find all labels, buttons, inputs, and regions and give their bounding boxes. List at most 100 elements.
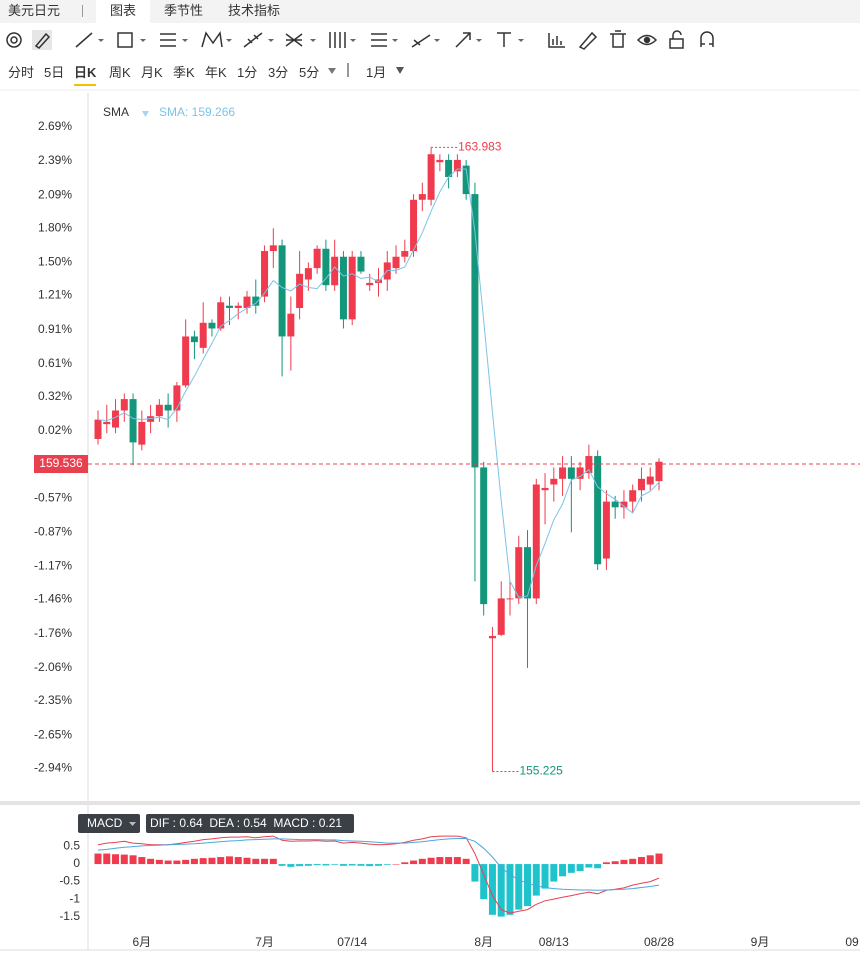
y-tick-label: 0.5 — [63, 839, 80, 853]
y-tick-label: -1 — [69, 891, 80, 905]
macd-bar — [445, 857, 453, 865]
candle-body — [629, 490, 637, 502]
tool-icon[interactable] — [578, 31, 598, 50]
tool-icon[interactable] — [75, 32, 104, 48]
y-tick-label: -2.65% — [34, 727, 72, 741]
annotation-label: 155.225 — [519, 764, 563, 778]
candle-body — [120, 399, 128, 411]
macd-bar — [629, 858, 637, 865]
candle-body — [427, 154, 435, 200]
macd-bar — [594, 864, 602, 869]
period-option[interactable]: 5日 — [44, 65, 65, 80]
candle-body — [559, 467, 567, 479]
candle-body — [550, 478, 558, 485]
candle-body — [208, 322, 216, 329]
candle-body — [322, 248, 330, 286]
tool-icon[interactable] — [455, 32, 482, 48]
y-tick-label: 2.09% — [38, 187, 72, 201]
period-bar: 分时 5日 日K 周K 月K 季K 年K 1分 3分 5分 1月 — [0, 58, 860, 86]
y-tick-label: -2.06% — [34, 660, 72, 674]
indicator-select — [78, 814, 140, 833]
tab[interactable]: 技术指标 — [228, 3, 281, 18]
indicator-label: SMA — [103, 105, 129, 119]
macd-bar — [348, 864, 356, 866]
macd-bar — [296, 864, 304, 867]
range-select[interactable]: 1月 — [366, 65, 387, 80]
candle-body — [304, 268, 312, 280]
y-tick-label: -0.57% — [34, 490, 72, 504]
dropdown-arrow — [129, 822, 136, 826]
macd-bar — [524, 864, 532, 907]
macd-bar — [532, 864, 540, 896]
tool-icon[interactable] — [636, 34, 658, 46]
y-tick-label: -1.46% — [34, 592, 72, 606]
period-option[interactable]: 年K — [205, 65, 227, 80]
y-tick-label: -0.87% — [34, 525, 72, 539]
tool-icon[interactable] — [160, 33, 188, 47]
y-tick-label: 0.32% — [38, 389, 72, 403]
period-option[interactable]: 3分 — [268, 65, 289, 80]
y-tick-label: 0 — [73, 856, 80, 870]
macd-bar — [225, 856, 233, 865]
tab[interactable]: 图表 — [96, 0, 151, 23]
y-tick-label: 0.61% — [38, 356, 72, 370]
period-option[interactable]: 分时 — [8, 65, 35, 80]
macd-bar — [436, 857, 444, 865]
legend-box — [146, 814, 354, 833]
candle-body — [182, 336, 190, 386]
tool-icon[interactable] — [243, 32, 274, 48]
tool-icon[interactable] — [285, 33, 316, 47]
y-tick-label: -2.94% — [34, 760, 72, 774]
tool-icon[interactable] — [610, 30, 626, 48]
y-tick-label: 1.21% — [38, 288, 72, 302]
y-tick-label: 1.50% — [38, 255, 72, 269]
candle-body — [567, 467, 575, 479]
period-option[interactable]: 季K — [173, 65, 195, 80]
candle-body — [103, 421, 111, 425]
tool-icon[interactable] — [548, 33, 565, 48]
period-option[interactable]: 5分 — [299, 65, 320, 80]
tool-icon[interactable] — [669, 30, 684, 49]
macd-bar — [129, 855, 137, 865]
candle-body — [410, 199, 418, 252]
candle-body — [611, 501, 619, 508]
tab[interactable]: 季节性 — [164, 3, 204, 18]
candle-body — [506, 598, 514, 600]
period-option[interactable]: 1分 — [237, 65, 258, 80]
macd-legend: DIF : 0.64 DEA : 0.54 MACD : 0.21 — [150, 816, 342, 830]
y-tick-label: 2.39% — [38, 153, 72, 167]
macd-bar — [471, 864, 479, 882]
tool-icon[interactable] — [497, 32, 524, 47]
dif-line — [97, 835, 660, 914]
macd-bar — [287, 864, 295, 867]
tool-icon[interactable] — [6, 32, 22, 48]
candle-body — [287, 313, 295, 337]
macd-bar — [199, 858, 207, 865]
macd-bar — [269, 858, 277, 865]
macd-bar — [611, 861, 619, 865]
candle-body — [147, 416, 155, 422]
tool-icon[interactable] — [201, 31, 232, 48]
x-tick-label: 08/13 — [539, 935, 569, 949]
tool-icon[interactable] — [32, 30, 52, 50]
dea-line — [97, 838, 660, 891]
candle-body — [366, 282, 374, 286]
tool-icon[interactable] — [117, 32, 146, 48]
toolbar — [6, 30, 714, 50]
candle-body — [129, 399, 137, 443]
period-option[interactable]: 月K — [141, 65, 163, 80]
macd-bar — [112, 854, 120, 865]
candle-body — [497, 598, 505, 635]
candle-body — [217, 302, 225, 329]
x-tick-label: 8月 — [474, 935, 493, 949]
macd-bar — [322, 864, 330, 866]
period-option[interactable]: 日K — [74, 62, 97, 86]
tool-icon[interactable] — [411, 34, 440, 48]
tool-icon[interactable] — [329, 32, 356, 48]
tool-icon[interactable] — [371, 33, 398, 47]
y-tick-label: 2.69% — [38, 119, 72, 133]
macd-bar — [147, 858, 155, 865]
candle-body — [480, 467, 488, 605]
period-option[interactable]: 周K — [109, 65, 131, 80]
tool-icon[interactable] — [700, 31, 714, 47]
